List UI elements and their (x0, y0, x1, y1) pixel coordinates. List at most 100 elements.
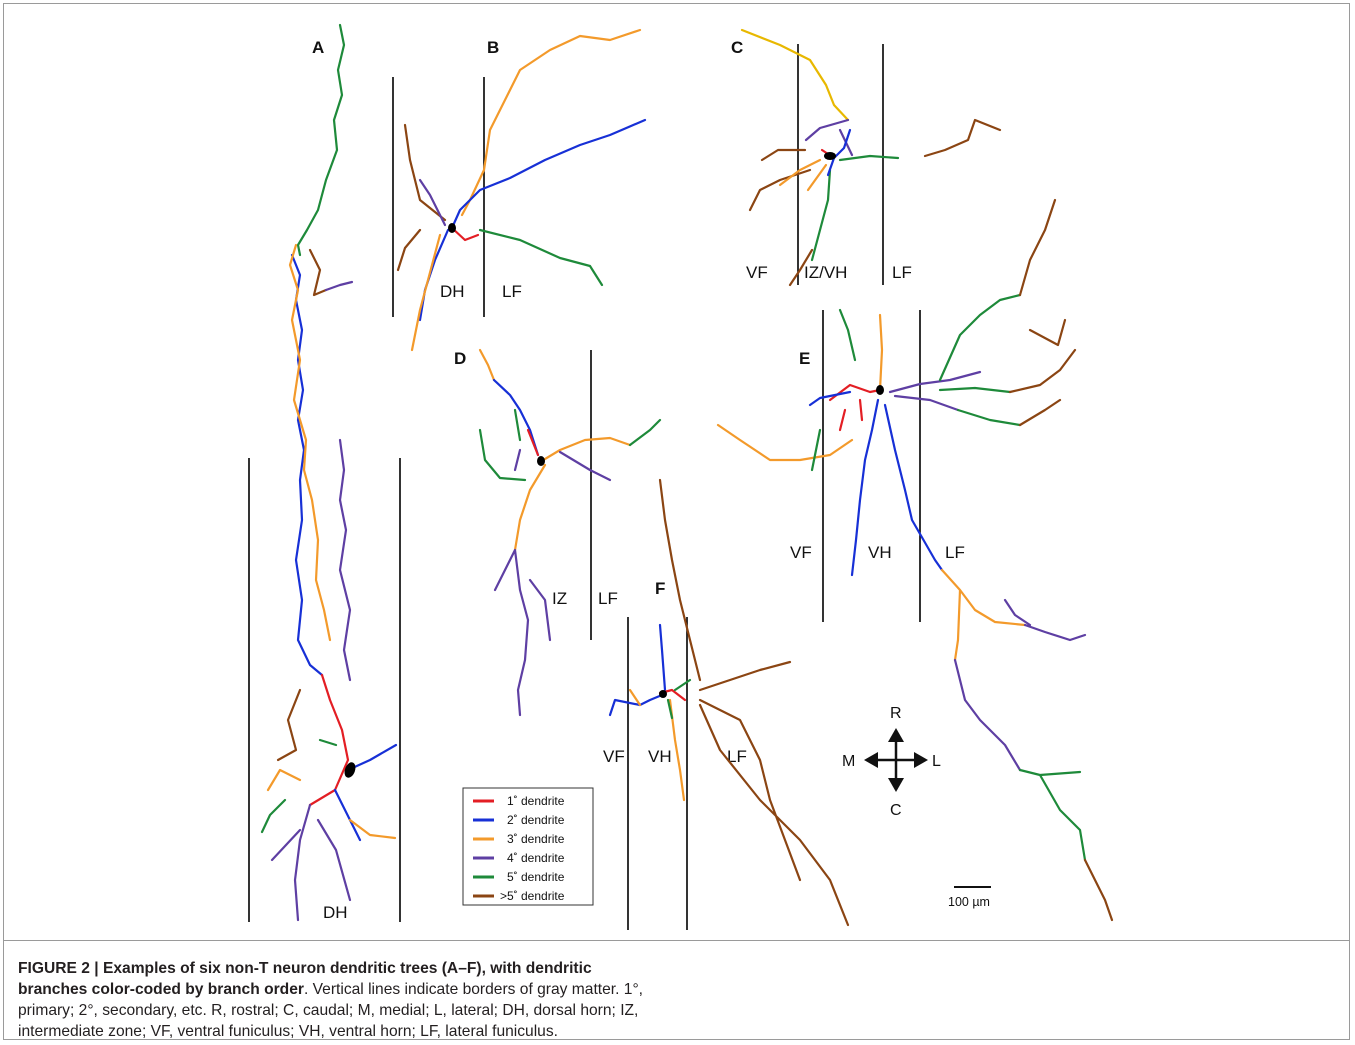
dendrite-2nd (418, 228, 450, 322)
panel-letter-f: F (655, 579, 665, 598)
dendrite-4th (888, 370, 982, 412)
dendrite-4th (338, 438, 352, 682)
dendrite-4th (493, 548, 552, 717)
compass-label-l: L (932, 753, 941, 770)
cell-body (537, 456, 545, 466)
dendrite-1st (308, 673, 350, 807)
dendrite-2nd (808, 390, 944, 577)
arrow-down-icon (888, 778, 904, 792)
dendrite-3rd (716, 313, 884, 462)
scale-bar-label: 100 µm (948, 895, 990, 909)
region-label-e-lf: LF (945, 543, 965, 562)
legend-label-6: >5˚ dendrite (500, 889, 565, 903)
panel-a: A DH (248, 23, 401, 922)
region-label-c-izvh: IZ/VH (804, 263, 847, 282)
caption-separator (3, 940, 1350, 941)
region-label-e-vf: VF (790, 543, 812, 562)
panel-letter-b: B (487, 38, 499, 57)
dendrite-3rd (266, 768, 397, 840)
panel-letter-d: D (454, 349, 466, 368)
cell-body (448, 223, 456, 233)
arrow-right-icon (914, 752, 928, 768)
region-label-a-dh: DH (323, 903, 348, 922)
dendrite-3rd (288, 243, 332, 642)
region-label-e-vh: VH (868, 543, 892, 562)
cell-body (344, 762, 356, 778)
panel-c: C VF IZ/VH LF (731, 28, 1002, 287)
dendrite-4th (953, 598, 1087, 772)
dendrite-2nd (333, 743, 398, 842)
arrow-up-icon (888, 728, 904, 742)
dendrite-5th (810, 154, 900, 262)
region-label-f-vf: VF (603, 747, 625, 766)
dendrite-1st (526, 428, 540, 457)
compass-label-r: R (890, 705, 902, 722)
region-label-c-vf: VF (746, 263, 768, 282)
legend-label-4: 4˚ dendrite (507, 851, 565, 865)
panel-b: B DH LF (392, 28, 647, 352)
dendrite-5th (478, 228, 604, 287)
dendrite-3rd (478, 348, 496, 382)
scale-bar: 100 µm (948, 886, 991, 909)
panel-d: D IZ LF (454, 348, 662, 717)
dendrite-3rd (460, 28, 642, 217)
dendrite-gt5th (658, 478, 850, 927)
dendrite-gt5th (276, 688, 302, 762)
cell-body (876, 385, 884, 395)
dendrite-2nd (450, 118, 647, 230)
dendrite-5th (1018, 768, 1087, 862)
region-label-d-lf: LF (598, 589, 618, 608)
dendrite-4th (324, 280, 354, 292)
dendrite-gt5th (1083, 858, 1114, 922)
panel-letter-c: C (731, 38, 743, 57)
dendrite-4th (804, 118, 854, 157)
panel-f: F VF VH LF (603, 478, 850, 930)
dendrite-3rd (628, 688, 686, 802)
region-label-d-iz: IZ (552, 589, 567, 608)
panel-e: E VF VH LF (716, 198, 1114, 922)
dendrite-5th (478, 408, 662, 482)
dendrite-gt5th (748, 118, 1002, 287)
dendrite-4th (513, 448, 612, 482)
cell-body (824, 152, 836, 160)
arrow-left-icon (864, 752, 878, 768)
dendrite-4th (418, 178, 447, 227)
caption-column-left: FIGURE 2 | Examples of six non-T neuron … (18, 958, 658, 1042)
compass-label-c: C (890, 802, 902, 819)
region-label-b-lf: LF (502, 282, 522, 301)
dendrite-5th (260, 738, 338, 834)
dendrite-5th (666, 678, 692, 720)
caption-title: FIGURE 2 | Examples of six non-T neuron … (18, 960, 592, 998)
cell-body (659, 690, 667, 698)
panel-letter-a: A (312, 38, 324, 57)
dendrite-4th (270, 803, 352, 922)
dendrite-1st (828, 383, 882, 432)
dendrite-3rd (778, 158, 828, 192)
region-label-f-vh: VH (648, 747, 672, 766)
dendrite-2nd (492, 378, 540, 457)
dendrite-3rd (740, 28, 850, 122)
dendrite-3rd (410, 233, 442, 352)
legend: 1˚ dendrite 2˚ dendrite 3˚ dendrite 4˚ d… (462, 787, 594, 906)
region-label-c-lf: LF (892, 263, 912, 282)
dendrite-2nd (290, 253, 324, 677)
legend-label-2: 2˚ dendrite (507, 813, 565, 827)
panel-letter-e: E (799, 349, 810, 368)
dendrite-5th (296, 23, 346, 257)
figure-frame (3, 3, 1350, 1040)
legend-label-1: 1˚ dendrite (507, 794, 565, 808)
orientation-compass: R C M L (842, 705, 941, 819)
dendrite-gt5th (308, 248, 328, 297)
dendrite-3rd (513, 436, 632, 552)
dendrite-2nd (826, 128, 852, 177)
legend-label-3: 3˚ dendrite (507, 832, 565, 846)
dendrite-1st (450, 226, 480, 242)
region-label-b-dh: DH (440, 282, 465, 301)
dendrite-gt5th (396, 123, 447, 272)
dendrite-5th (810, 293, 1022, 472)
dendrite-gt5th (1008, 198, 1077, 427)
figure-drawing: A DH B DH LF (248, 23, 1114, 930)
dendrite-3rd (940, 568, 1027, 662)
legend-label-5: 5˚ dendrite (507, 870, 565, 884)
caption-body: . Vertical lines indicate borders of gra… (18, 981, 644, 1040)
